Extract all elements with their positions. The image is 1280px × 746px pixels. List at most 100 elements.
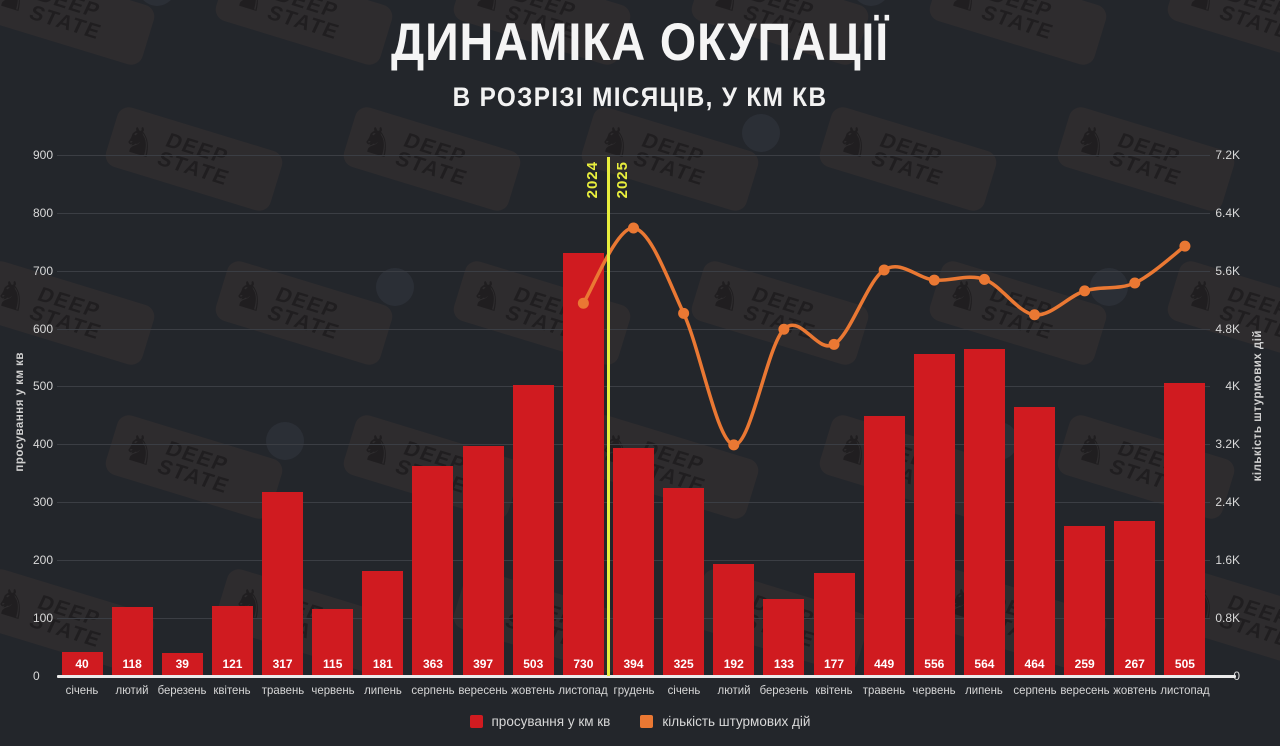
- gridline: [57, 328, 1210, 330]
- advance-bar: [913, 353, 955, 676]
- advance-bar: [1114, 521, 1156, 676]
- bar-value-label: 317: [272, 656, 293, 671]
- advance-bar: [161, 652, 203, 676]
- line-point-marker: [778, 323, 790, 335]
- month-label: травень: [261, 682, 304, 697]
- advance-bar: [462, 445, 504, 676]
- legend: просування у км кв кількість штурмових ді…: [0, 707, 1280, 735]
- right-axis-tick: 7.2K: [1215, 148, 1240, 162]
- bar-value-label: 730: [573, 656, 594, 671]
- left-axis-tick: 100: [33, 610, 54, 625]
- left-axis-tick: 200: [33, 552, 54, 567]
- advance-bar: [1064, 525, 1106, 676]
- line-point-marker: [978, 273, 990, 285]
- advance-bar: [312, 608, 354, 676]
- left-axis-tick: 600: [33, 321, 54, 336]
- advance-bar: [613, 447, 654, 676]
- right-axis-tick: 0.8K: [1215, 610, 1240, 625]
- month-label: грудень: [613, 682, 654, 697]
- bar-value-label: 503: [523, 656, 544, 671]
- page-subtitle: В РОЗРІЗІ МІСЯЦІВ, У КМ КВ: [452, 82, 828, 112]
- bar-value-label: 181: [372, 656, 393, 671]
- bar-value-label: 121: [222, 656, 243, 671]
- right-axis-tick: 1.6K: [1215, 552, 1240, 567]
- left-axis-tick: 300: [33, 495, 54, 509]
- right-axis-tick: 3.2K: [1215, 437, 1240, 452]
- bar-value-label: 449: [874, 656, 895, 671]
- advance-bar: [211, 605, 253, 676]
- bar-value-label: 115: [323, 656, 343, 671]
- year-label-2024: 2024: [584, 161, 602, 199]
- gridline: [57, 386, 1210, 388]
- right-axis-tick: 4K: [1225, 379, 1240, 394]
- advance-bar: [713, 564, 755, 676]
- bar-value-label: 556: [924, 656, 945, 671]
- advance-bar: [1014, 407, 1056, 676]
- line-point-marker: [628, 222, 639, 234]
- line-point-marker: [928, 274, 940, 286]
- advance-bar: [863, 415, 905, 676]
- bar-value-label: 39: [175, 656, 189, 671]
- line-point-marker: [577, 297, 589, 309]
- advance-bar: [562, 253, 604, 676]
- bar-value-label: 192: [723, 656, 744, 671]
- month-label: січень: [667, 682, 700, 697]
- month-label: жовтень: [1113, 682, 1157, 697]
- bar-value-label: 394: [623, 656, 644, 671]
- gridline: [57, 270, 1210, 272]
- bar-value-label: 464: [1024, 656, 1045, 671]
- header: ДИНАМІКА ОКУПАЦІЇ В РОЗРІЗІ МІСЯЦІВ, У К…: [0, 0, 1280, 113]
- right-axis-tick: 0: [1233, 668, 1240, 683]
- legend-swatch: [469, 714, 483, 728]
- line-point-marker: [828, 338, 840, 350]
- month-label: травень: [862, 682, 906, 697]
- year-label-2025: 2025: [614, 161, 632, 199]
- right-axis-tick: 6.4K: [1215, 205, 1240, 220]
- gridline: [57, 212, 1210, 214]
- left-axis-tick: 500: [33, 379, 54, 394]
- line-point-marker: [878, 264, 890, 276]
- gridline: [57, 444, 1210, 446]
- month-label: лютий: [717, 682, 751, 697]
- month-label: вересень: [458, 682, 508, 697]
- bar-value-label: 133: [773, 656, 794, 671]
- left-axis-tick: 700: [33, 263, 54, 278]
- month-label: червень: [912, 682, 956, 697]
- advance-bar: [813, 573, 855, 676]
- advance-bar: [663, 487, 705, 676]
- bar-value-label: 40: [75, 656, 89, 671]
- bar-value-label: 363: [422, 656, 443, 671]
- left-axis-tick: 0: [33, 668, 40, 683]
- advance-bar: [963, 349, 1005, 676]
- advance-bar: [1164, 383, 1206, 676]
- gridline: [57, 155, 1210, 156]
- legend-label: кількість штурмових дій: [662, 713, 811, 729]
- month-label: січень: [65, 682, 99, 697]
- month-label: березень: [759, 682, 809, 697]
- left-axis-tick: 800: [33, 205, 54, 220]
- page-title: ДИНАМІКА ОКУПАЦІЇ: [390, 13, 889, 72]
- month-label: вересень: [1060, 682, 1110, 697]
- year-divider-line: [607, 157, 610, 676]
- month-label: квітень: [815, 682, 853, 697]
- month-label: лютий: [115, 682, 149, 697]
- bar-value-label: 118: [122, 656, 142, 671]
- advance-bar: [362, 570, 404, 676]
- advance-bar: [111, 607, 153, 676]
- legend-item: просування у км кв: [469, 714, 610, 729]
- bar-value-label: 267: [1124, 656, 1145, 671]
- month-label: липень: [363, 682, 402, 697]
- left-axis-tick: 900: [33, 148, 54, 162]
- advance-bar: [763, 598, 805, 676]
- legend-item: кількість штурмових дій: [640, 714, 810, 729]
- right-axis-tick: 2.4K: [1215, 495, 1240, 509]
- line-point-marker: [1029, 309, 1041, 321]
- month-label: червень: [311, 682, 355, 697]
- month-label: березень: [157, 682, 207, 697]
- bar-value-label: 564: [974, 656, 995, 671]
- line-point-marker: [1129, 277, 1141, 289]
- month-label: серпень: [411, 682, 455, 697]
- advance-bar: [512, 384, 554, 676]
